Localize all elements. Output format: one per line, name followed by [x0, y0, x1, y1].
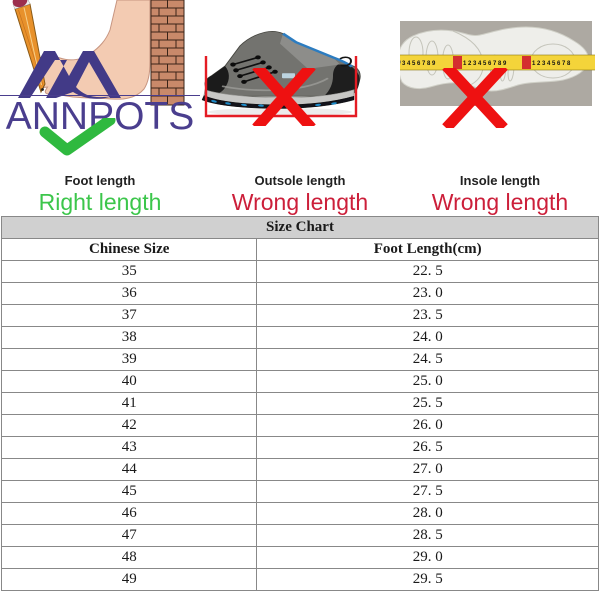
- svg-text:2 3 4 5 6 7 8 9: 2 3 4 5 6 7 8 9: [400, 61, 436, 67]
- svg-text:1 2 3 4 5 6 7 8: 1 2 3 4 5 6 7 8: [532, 61, 571, 67]
- svg-text:1 2 3 4 5 6 7 8 9: 1 2 3 4 5 6 7 8 9: [463, 61, 507, 67]
